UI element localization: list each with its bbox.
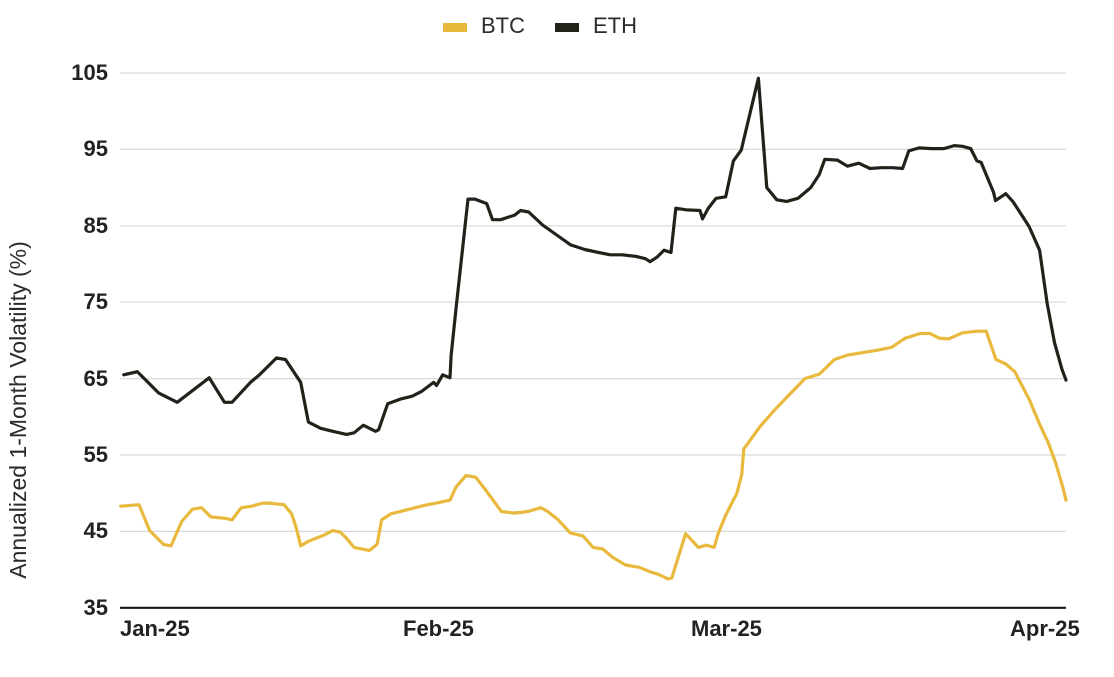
svg-text:ETH: ETH — [593, 13, 637, 38]
svg-text:Apr-25: Apr-25 — [1010, 616, 1080, 641]
svg-text:35: 35 — [84, 595, 108, 620]
svg-text:Annualized 1-Month Volatility: Annualized 1-Month Volatility (%) — [5, 241, 31, 579]
svg-text:75: 75 — [84, 289, 108, 314]
svg-text:BTC: BTC — [481, 13, 525, 38]
svg-text:Feb-25: Feb-25 — [403, 616, 474, 641]
svg-text:55: 55 — [84, 442, 108, 467]
svg-text:Jan-25: Jan-25 — [120, 616, 190, 641]
svg-text:65: 65 — [84, 366, 108, 391]
svg-text:45: 45 — [84, 518, 108, 543]
svg-text:95: 95 — [84, 136, 108, 161]
svg-text:105: 105 — [71, 60, 108, 85]
svg-text:85: 85 — [84, 213, 108, 238]
svg-text:Mar-25: Mar-25 — [691, 616, 762, 641]
